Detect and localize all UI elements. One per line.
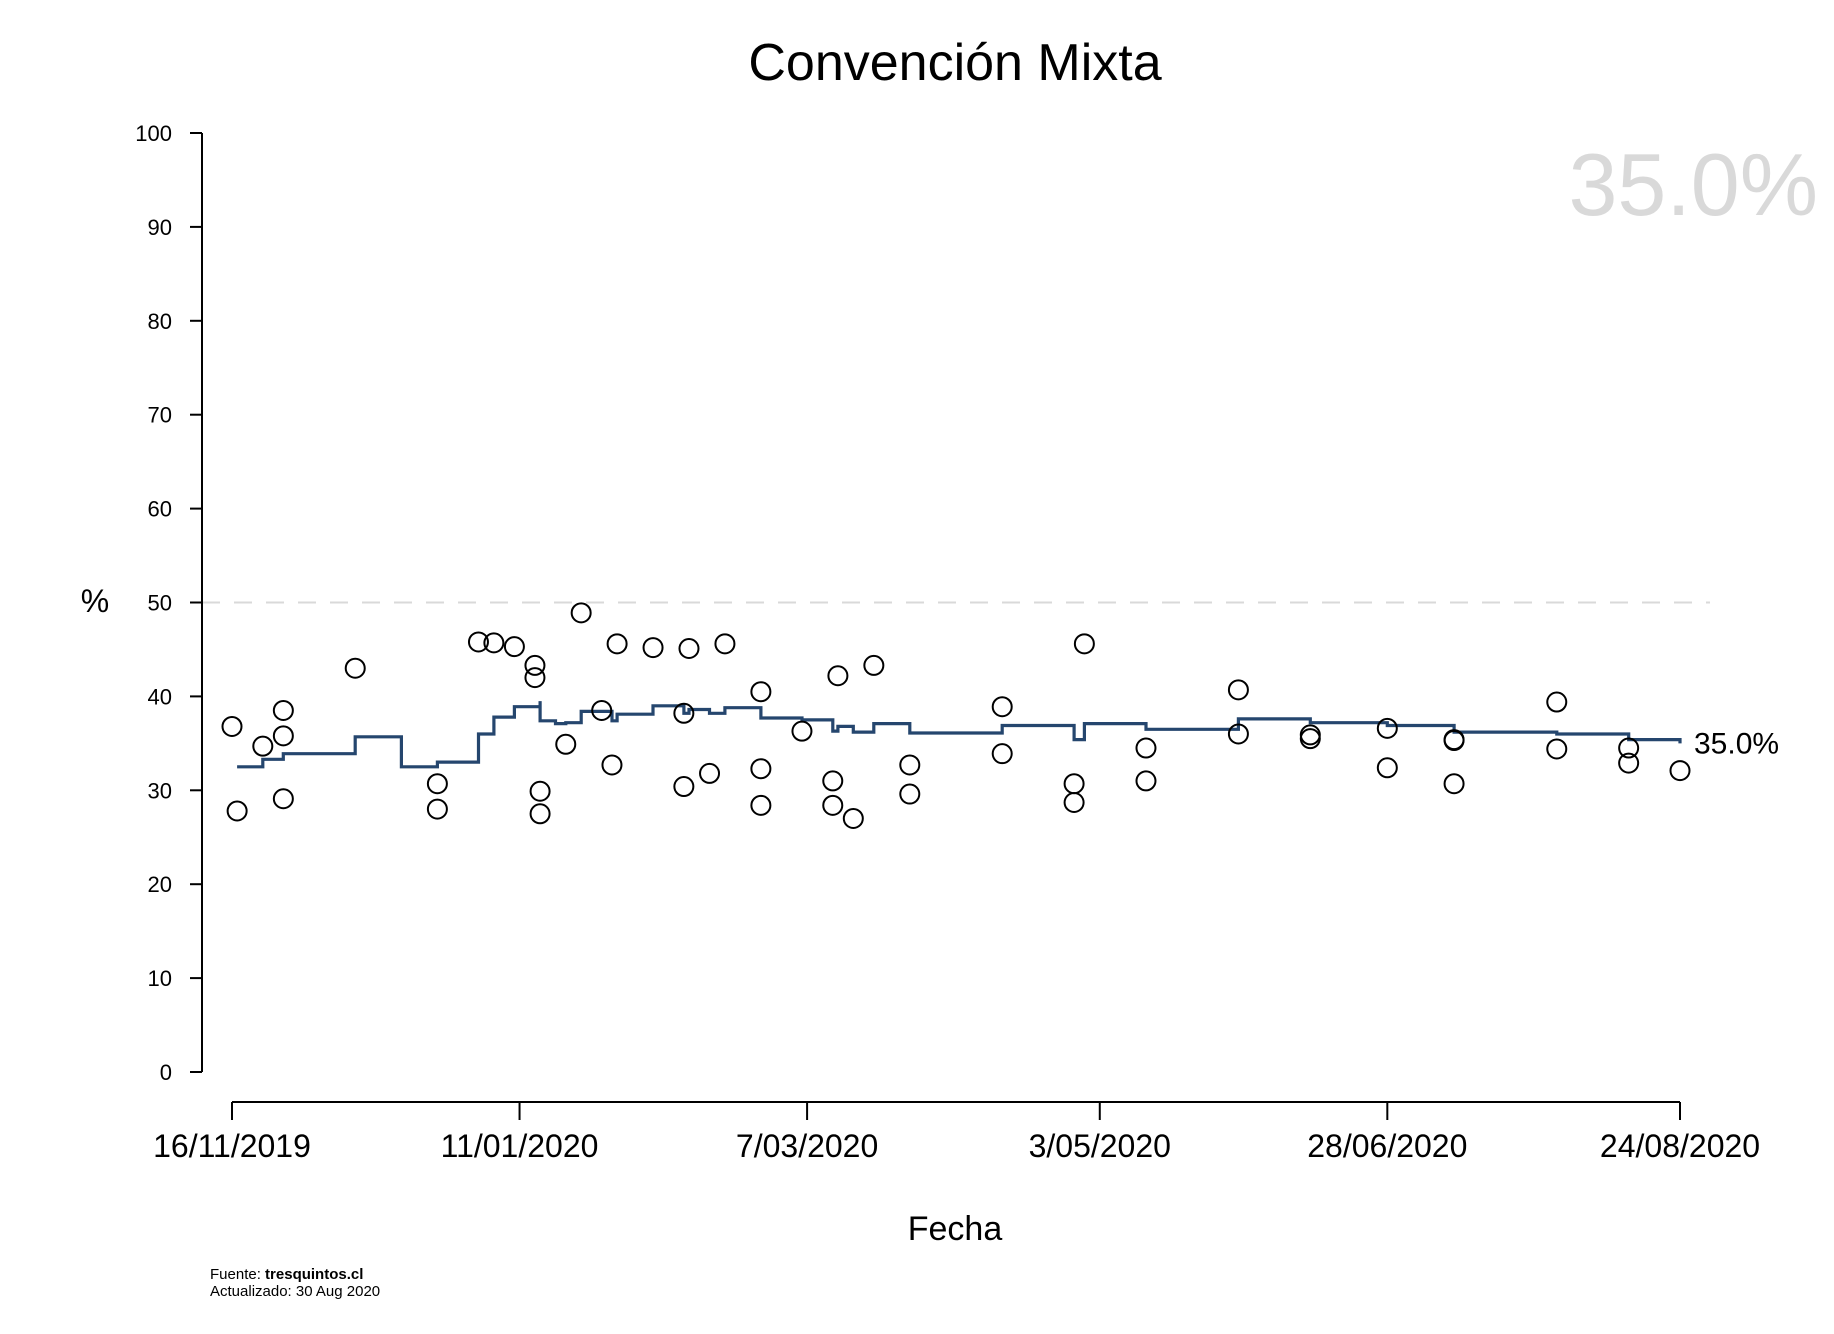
poll-point — [1073, 633, 1095, 655]
updated-label: Actualizado: — [210, 1283, 296, 1300]
poll-point — [991, 743, 1013, 765]
poll-point — [791, 720, 813, 742]
poll-point — [524, 667, 546, 689]
poll-point — [272, 699, 294, 721]
updated-value: 30 Aug 2020 — [295, 1283, 381, 1300]
y-tick-label: 60 — [148, 497, 172, 522]
poll-point — [524, 654, 546, 676]
poll-point — [344, 657, 366, 679]
poll-point — [1669, 760, 1691, 782]
x-tick-label: 7/03/2020 — [736, 1128, 878, 1164]
source-value: tresquintos.cl — [265, 1266, 364, 1283]
poll-point — [1618, 752, 1640, 774]
poll-point — [467, 631, 489, 653]
poll-point — [1546, 691, 1568, 713]
poll-point — [1618, 737, 1640, 759]
y-tick-label: 50 — [148, 591, 172, 616]
x-axis-label: Fecha — [908, 1210, 1003, 1248]
y-tick-label: 0 — [160, 1060, 172, 1085]
poll-point — [1376, 717, 1398, 739]
poll-point — [750, 758, 772, 780]
poll-point — [822, 770, 844, 792]
poll-point — [1227, 679, 1249, 701]
poll-point — [1063, 792, 1085, 814]
poll-point — [899, 783, 921, 805]
y-tick-label: 20 — [148, 872, 172, 897]
y-tick-label: 80 — [148, 309, 172, 334]
x-tick-label: 11/01/2020 — [441, 1128, 599, 1164]
poll-points — [221, 602, 1691, 829]
y-tick-label: 90 — [148, 215, 172, 240]
y-tick-label: 100 — [135, 121, 172, 146]
poll-point — [991, 696, 1013, 718]
y-tick-label: 70 — [148, 403, 172, 428]
poll-point — [1135, 770, 1157, 792]
poll-point — [503, 636, 525, 658]
x-tick-label: 3/05/2020 — [1029, 1128, 1171, 1164]
poll-point — [483, 632, 505, 654]
poll-point — [750, 794, 772, 816]
poll-point — [1443, 730, 1465, 752]
end-label: 35.0% — [1694, 727, 1779, 760]
poll-point — [591, 699, 613, 721]
x-tick-label: 28/06/2020 — [1307, 1128, 1467, 1164]
axes: 0 10 20 30 40 50 60 70 80 90 100 16/11/2019 11/01/20… — [135, 121, 1760, 1164]
y-tick-label: 10 — [148, 966, 172, 991]
source-label: Fuente: — [210, 1266, 266, 1283]
poll-point — [822, 794, 844, 816]
poll-point — [426, 798, 448, 820]
poll-point — [673, 702, 695, 724]
poll-point — [863, 654, 885, 676]
poll-point — [827, 665, 849, 687]
poll-point — [529, 803, 551, 825]
poll-point — [426, 773, 448, 795]
poll-point — [1376, 757, 1398, 779]
poll-point — [714, 633, 736, 655]
poll-point — [272, 725, 294, 747]
trend-line — [237, 701, 1682, 769]
poll-point — [529, 780, 551, 802]
poll-point — [570, 602, 592, 624]
poll-point — [673, 776, 695, 798]
y-axis-label: % — [81, 583, 109, 619]
poll-point — [899, 754, 921, 776]
poll-point — [221, 715, 243, 737]
poll-point — [1546, 738, 1568, 760]
updated-line: Actualizado: 30 Aug 2020 — [210, 1283, 380, 1300]
poll-point — [601, 754, 623, 776]
poll-point — [1227, 723, 1249, 745]
footer: Fuente: tresquintos.cl Actualizado: 30 A… — [210, 1266, 380, 1300]
y-tick-label: 30 — [148, 778, 172, 803]
poll-point — [678, 638, 700, 660]
poll-point — [1443, 773, 1465, 795]
watermark: 35.0% — [1568, 135, 1818, 234]
poll-point — [1135, 737, 1157, 759]
x-tick-label: 24/08/2020 — [1600, 1128, 1760, 1164]
poll-point — [750, 681, 772, 703]
trend-group — [237, 701, 1682, 769]
poll-point — [642, 637, 664, 659]
source-line: Fuente: tresquintos.cl — [210, 1266, 380, 1283]
poll-point — [699, 762, 721, 784]
poll-point — [272, 788, 294, 810]
poll-point — [1063, 773, 1085, 795]
chart-title: Convención Mixta — [748, 34, 1161, 92]
poll-point — [1299, 728, 1321, 750]
poll-point — [252, 735, 274, 757]
poll-point — [226, 800, 248, 822]
x-tick-label: 16/11/2019 — [153, 1128, 311, 1164]
y-tick-label: 40 — [148, 684, 172, 709]
poll-point — [842, 807, 864, 829]
poll-point — [555, 733, 577, 755]
poll-point — [606, 633, 628, 655]
